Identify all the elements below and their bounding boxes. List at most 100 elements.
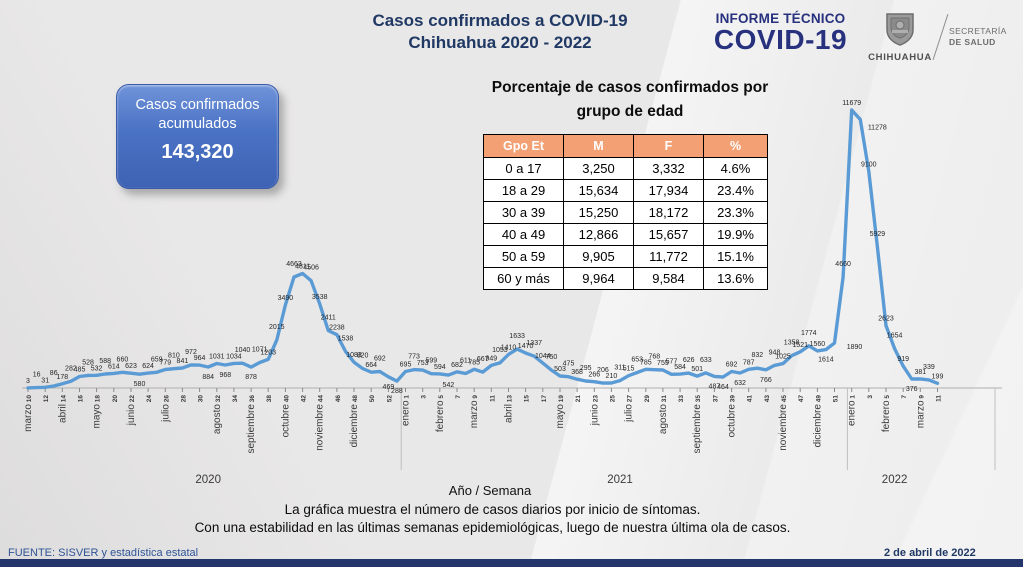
svg-text:25: 25	[609, 395, 616, 403]
svg-text:febrero 5: febrero 5	[435, 395, 446, 432]
caption-line1: La gráfica muestra el número de casos di…	[284, 502, 701, 517]
svg-text:5929: 5929	[870, 231, 886, 238]
table-cell: 40 a 49	[483, 223, 564, 246]
svg-text:2020: 2020	[195, 474, 221, 486]
svg-text:1410: 1410	[501, 344, 517, 351]
state-name-label: CHIHUAHUA	[868, 51, 932, 63]
table-cell: 11,772	[633, 245, 704, 268]
svg-text:288: 288	[391, 388, 403, 395]
svg-text:487: 487	[709, 383, 721, 390]
report-date: 2 de abril de 2022	[884, 547, 976, 559]
svg-text:24: 24	[146, 395, 153, 403]
svg-text:1203: 1203	[260, 349, 276, 356]
age-table-title-line1: Porcentaje de casos confirmados por	[491, 79, 769, 96]
svg-text:1031: 1031	[209, 354, 225, 361]
table-cell: 12,866	[563, 223, 634, 246]
svg-text:marzo 9: marzo 9	[915, 395, 926, 429]
svg-text:33: 33	[678, 395, 685, 403]
svg-text:682: 682	[451, 362, 463, 369]
svg-text:515: 515	[623, 366, 635, 373]
svg-text:1040: 1040	[235, 347, 251, 354]
source-note: FUENTE: SISVER y estadística estatal	[8, 547, 199, 559]
age-table-title: Porcentaje de casos confirmados por grup…	[465, 76, 795, 124]
svg-text:2238: 2238	[329, 325, 345, 332]
svg-text:884: 884	[202, 374, 214, 381]
svg-text:266: 266	[588, 372, 600, 379]
svg-text:528: 528	[82, 359, 94, 366]
svg-text:750: 750	[546, 354, 558, 361]
svg-text:2623: 2623	[878, 316, 894, 323]
svg-text:178: 178	[56, 374, 68, 381]
svg-text:11: 11	[936, 395, 943, 402]
svg-text:29: 29	[644, 395, 651, 403]
svg-text:15: 15	[524, 395, 531, 403]
svg-text:38: 38	[266, 395, 273, 403]
table-header-row: Gpo Et M F %	[483, 134, 768, 158]
svg-text:junio 23: junio 23	[589, 395, 600, 427]
svg-text:86: 86	[50, 370, 58, 377]
svg-text:1025: 1025	[775, 354, 791, 361]
chart-caption: La gráfica muestra el número de casos di…	[170, 501, 815, 537]
page-title-line2: Chihuahua 2020 - 2022	[408, 33, 592, 52]
column-header-m: M	[563, 134, 634, 158]
svg-text:832: 832	[751, 352, 763, 359]
cumulative-cases-value: 143,320	[161, 141, 234, 163]
svg-text:624: 624	[142, 363, 154, 370]
table-cell: 9,905	[563, 245, 634, 268]
svg-text:7: 7	[901, 395, 908, 399]
age-group-table: Gpo Et M F % 0 a 17 3,250 3,332 4.6% 18 a 29…	[483, 134, 768, 290]
svg-text:enero 1: enero 1	[847, 395, 858, 426]
svg-text:653: 653	[631, 357, 643, 364]
svg-text:810: 810	[168, 353, 180, 360]
table-row: 30 a 39 15,250 18,172 23.3%	[483, 201, 768, 224]
svg-text:4663: 4663	[286, 261, 302, 268]
svg-text:968: 968	[219, 372, 231, 379]
svg-text:577: 577	[666, 358, 678, 365]
svg-text:282: 282	[65, 365, 77, 372]
svg-text:1083: 1083	[346, 352, 362, 359]
svg-text:diciembre 48: diciembre 48	[349, 395, 360, 448]
svg-text:1358: 1358	[784, 340, 800, 347]
svg-text:3490: 3490	[278, 295, 294, 302]
svg-text:695: 695	[400, 362, 412, 369]
svg-text:1071: 1071	[252, 347, 268, 354]
svg-text:206: 206	[597, 367, 609, 374]
svg-text:41: 41	[747, 395, 754, 403]
svg-text:339: 339	[923, 364, 935, 371]
svg-text:11: 11	[489, 395, 496, 402]
svg-text:755: 755	[657, 360, 669, 367]
chihuahua-shield-icon	[885, 12, 915, 51]
svg-text:1614: 1614	[818, 357, 834, 364]
svg-text:199: 199	[932, 373, 944, 380]
svg-text:919: 919	[897, 356, 909, 363]
svg-text:1044: 1044	[535, 353, 551, 360]
svg-text:4506: 4506	[303, 265, 319, 272]
column-header-f: F	[633, 134, 704, 158]
svg-text:611: 611	[460, 358, 471, 365]
svg-text:28: 28	[180, 395, 187, 403]
page-title-line1: Casos confirmados a COVID-19	[372, 11, 628, 30]
svg-text:599: 599	[425, 358, 437, 365]
svg-text:2021: 2021	[607, 474, 633, 486]
svg-text:1654: 1654	[887, 333, 903, 340]
svg-text:469: 469	[383, 384, 395, 391]
svg-text:3538: 3538	[312, 294, 328, 301]
svg-text:542: 542	[443, 382, 455, 389]
svg-text:503: 503	[554, 366, 566, 373]
bottom-bar	[0, 559, 1023, 567]
svg-text:3: 3	[421, 395, 428, 399]
svg-text:1560: 1560	[810, 341, 826, 348]
svg-text:1053: 1053	[492, 347, 508, 354]
svg-text:660: 660	[117, 356, 129, 363]
svg-text:768: 768	[648, 354, 660, 361]
svg-text:1337: 1337	[526, 340, 542, 347]
svg-text:4660: 4660	[835, 261, 851, 268]
age-table-header: Gpo Et M F %	[483, 134, 768, 158]
government-logo: CHIHUAHUA SECRETARÍA DE SALUD	[864, 8, 1016, 66]
svg-text:43: 43	[764, 395, 771, 403]
svg-text:julio 27: julio 27	[624, 395, 635, 423]
svg-text:abril 13: abril 13	[504, 395, 515, 423]
svg-text:773: 773	[408, 354, 420, 361]
svg-text:septiembre 35: septiembre 35	[692, 395, 703, 454]
svg-text:agosto 32: agosto 32	[212, 395, 223, 434]
